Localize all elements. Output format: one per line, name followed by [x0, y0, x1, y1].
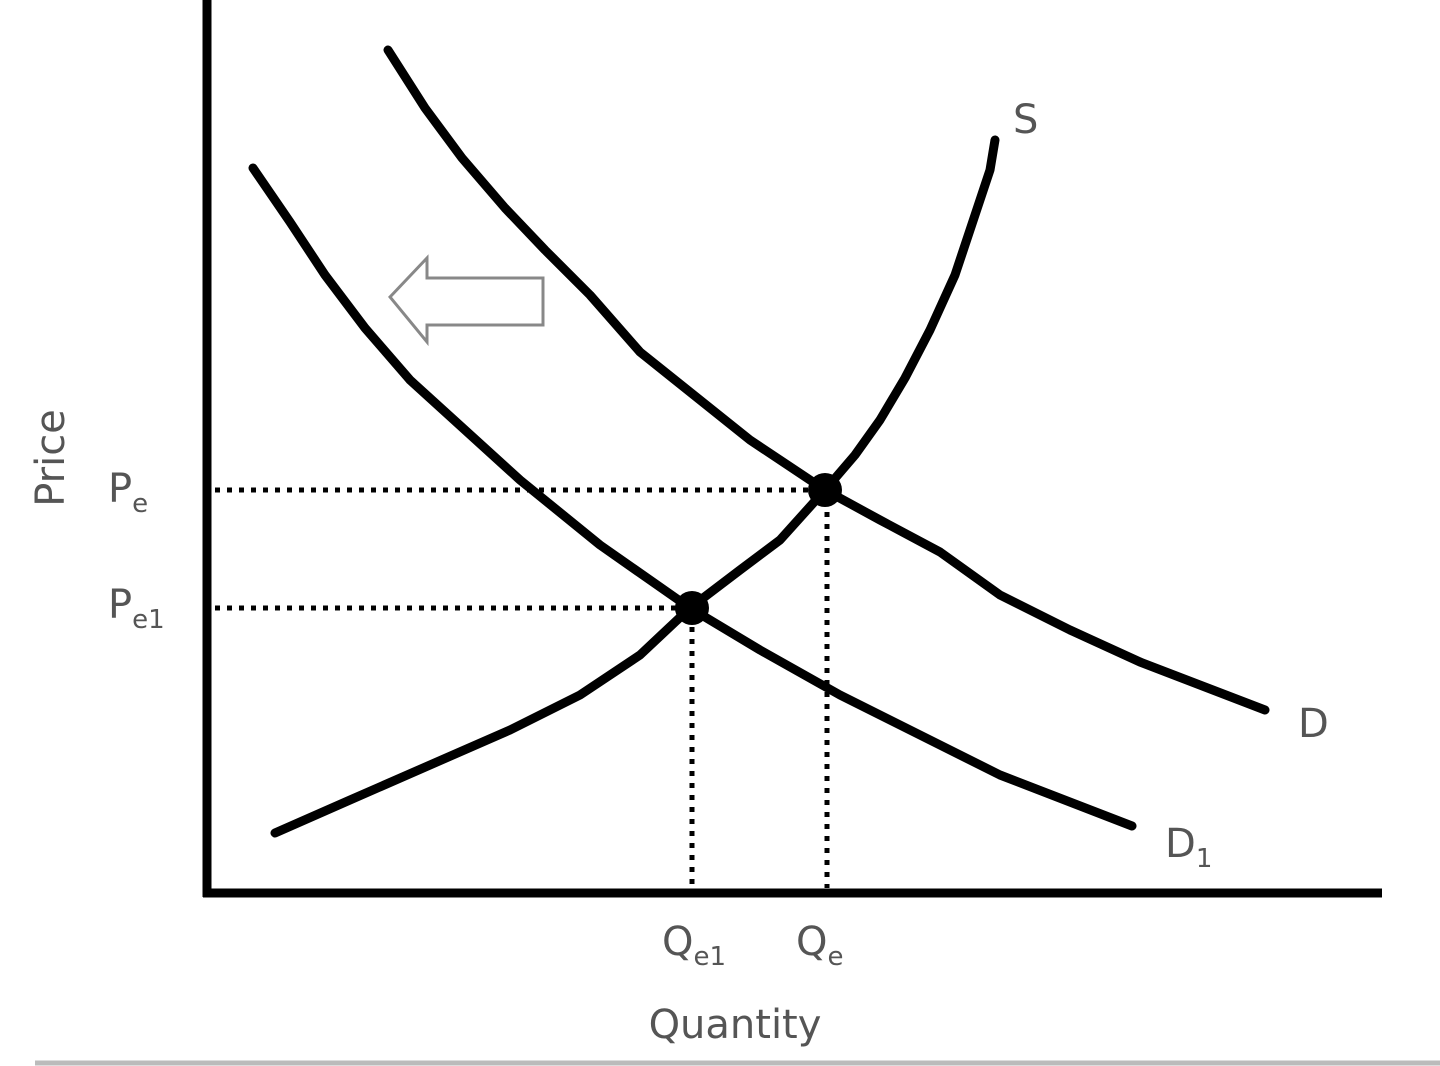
demand-new-label-base: D	[1165, 821, 1196, 867]
supply-label: S	[1013, 97, 1038, 143]
supply-curve	[270, 135, 1000, 838]
demand-curve-new	[248, 163, 1137, 831]
new-equilibrium-point	[675, 591, 709, 625]
price-label-base: P	[108, 466, 132, 512]
quantity-label-sub: e1	[693, 942, 726, 972]
demand-new-label-sub: 1	[1196, 844, 1213, 874]
equilibrium-point	[808, 473, 842, 507]
x-axis-title: Quantity	[649, 1002, 822, 1048]
price-label: Pe1	[108, 582, 165, 635]
price-label: Pe	[108, 466, 148, 519]
demand-curve	[383, 45, 1270, 715]
demand-label: D	[1298, 701, 1329, 747]
shift-arrow	[387, 254, 545, 347]
price-label-sub: e1	[132, 605, 165, 635]
price-label-base: P	[108, 582, 132, 628]
quantity-label-sub: e	[827, 942, 843, 972]
quantity-label: Qe1	[662, 919, 726, 972]
price-label-sub: e	[132, 489, 148, 519]
y-axis-title: Price	[28, 409, 74, 507]
quantity-label: Qe	[796, 919, 843, 972]
quantity-label-base: Q	[662, 919, 693, 965]
demand-new-label: D1	[1165, 821, 1212, 874]
quantity-label-base: Q	[796, 919, 827, 965]
demand-label-base: D	[1298, 701, 1329, 747]
